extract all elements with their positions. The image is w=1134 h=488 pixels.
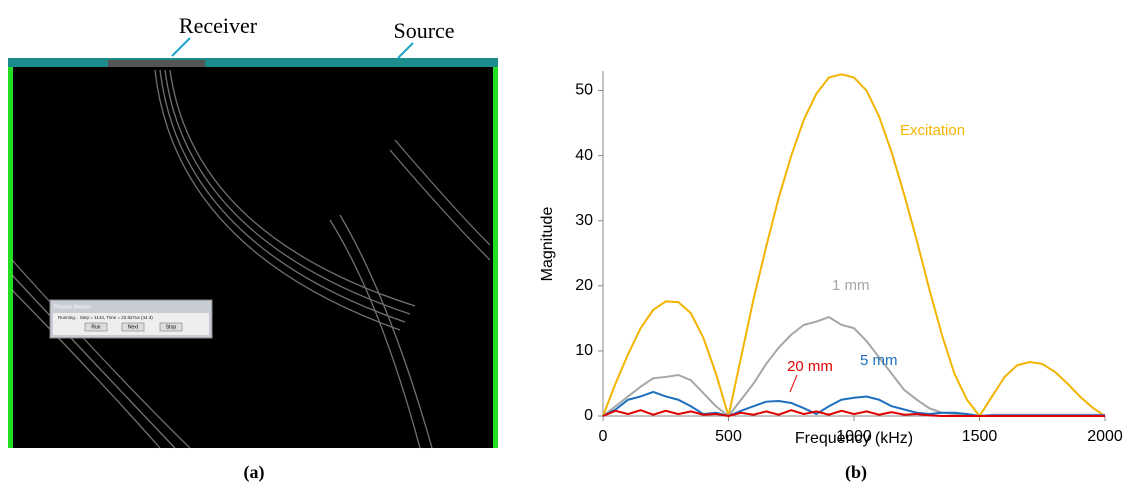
x-tick-label: 2000 [1087, 428, 1123, 445]
series-label: Excitation [900, 122, 965, 139]
sim-top-band [8, 58, 498, 67]
series-label: 5 mm [860, 352, 898, 369]
source-leader [397, 42, 414, 59]
y-tick-label: 40 [575, 147, 593, 164]
series-label-leader [789, 374, 798, 393]
y-tick-label: 20 [575, 277, 593, 294]
run-label: Run [91, 324, 100, 330]
next-button[interactable] [121, 322, 145, 332]
y-axis-title: Magnitude [539, 207, 556, 282]
stop-button[interactable] [159, 322, 183, 332]
y-tick-label: 30 [575, 212, 593, 229]
panel-b-caption: (b) [845, 462, 867, 483]
series-label: 1 mm [832, 277, 870, 294]
monitor-title: Process Monitor [54, 304, 90, 310]
series-line [602, 315, 1105, 418]
panel-a-caption: (a) [244, 462, 265, 483]
y-tick-label: 10 [575, 342, 593, 359]
monitor-status: Running... Step = 1144, Time = 22.827us … [58, 315, 153, 320]
receiver-label: Receiver [179, 13, 258, 38]
receiver-pad [108, 60, 205, 67]
x-tick-label: 1000 [836, 428, 872, 445]
sim-field [8, 58, 498, 448]
series-line [602, 390, 1105, 418]
simulation-panel: Process Monitor Running... Step = 1144, … [8, 13, 498, 483]
series-line [602, 73, 1106, 418]
x-tick-label: 0 [599, 428, 608, 445]
left-border [8, 67, 13, 448]
y-tick-label: 50 [575, 82, 593, 99]
receiver-leader [171, 37, 191, 57]
series-label: 20 mm [787, 358, 833, 375]
x-axis-title: Frequency (kHz) [795, 430, 913, 447]
x-tick-label: 500 [715, 428, 742, 445]
run-button[interactable] [84, 322, 108, 332]
next-label: Next [128, 324, 139, 330]
y-tick-label: 0 [584, 407, 593, 424]
wavefronts [11, 69, 491, 449]
right-border [493, 67, 498, 448]
source-label: Source [393, 18, 454, 43]
x-tick-label: 1500 [962, 428, 998, 445]
series-line [602, 409, 1105, 418]
stop-label: Stop [166, 324, 177, 330]
process-monitor: Process Monitor Running... Step = 1144, … [49, 299, 213, 339]
